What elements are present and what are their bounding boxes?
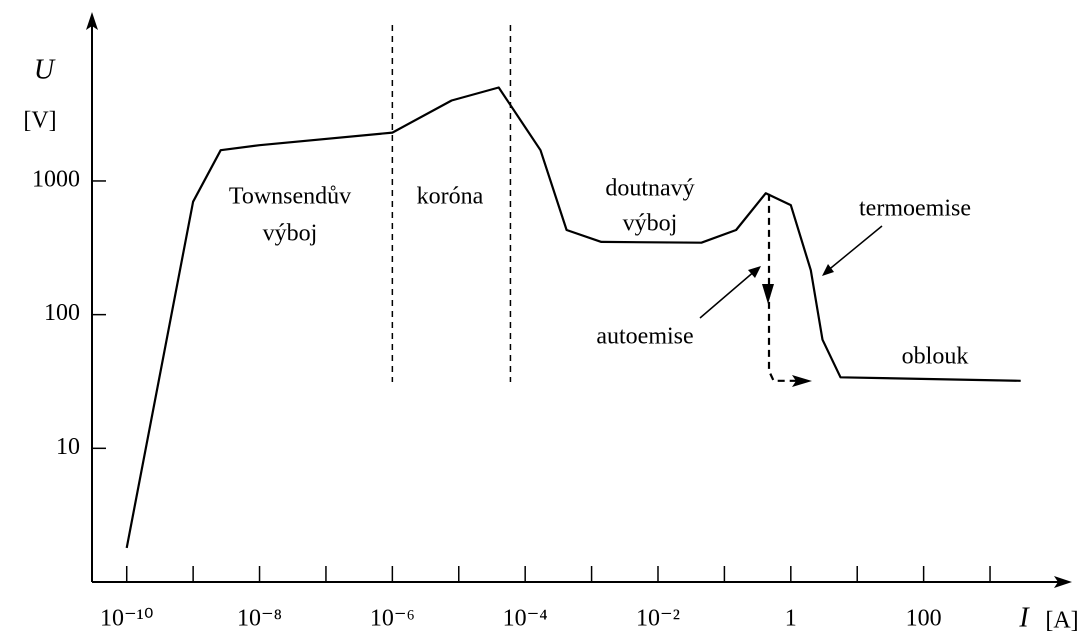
line <box>125 86 1021 549</box>
x-label: I <box>1018 602 1030 633</box>
x-axis-arrow <box>1054 576 1072 588</box>
annotation-arrow <box>825 225 883 273</box>
x-unit: [A] <box>1045 608 1078 634</box>
x-tick-label: 100 <box>906 606 942 632</box>
annotation: koróna <box>417 184 484 210</box>
y-tick-label: 10 <box>56 434 80 460</box>
y-tick-label: 1000 <box>32 166 80 192</box>
arrow-head <box>792 375 812 387</box>
annotation: Townsendův <box>229 184 351 210</box>
y-unit: [V] <box>23 108 56 134</box>
annotation-arrow <box>699 269 757 319</box>
annotation: oblouk <box>902 344 969 370</box>
y-label: U <box>34 54 56 85</box>
arrow-head <box>822 264 834 276</box>
x-tick-label: 10⁻⁸ <box>237 606 282 632</box>
x-tick-label: 10⁻⁶ <box>370 606 415 632</box>
y-tick-label: 100 <box>44 300 80 326</box>
dashed-line <box>767 193 801 382</box>
annotation: doutnavý <box>605 176 694 202</box>
annotation: termoemise <box>859 196 971 222</box>
annotation: výboj <box>263 221 318 247</box>
annotation: výboj <box>623 211 678 237</box>
x-tick-label: 10⁻¹⁰ <box>100 606 153 632</box>
x-tick-label: 10⁻⁴ <box>503 606 548 632</box>
x-tick-label: 1 <box>785 606 797 632</box>
annotation: autoemise <box>596 324 693 350</box>
arrow-head <box>748 266 761 278</box>
y-axis-arrow <box>86 12 98 30</box>
x-tick-label: 10⁻² <box>636 606 680 632</box>
